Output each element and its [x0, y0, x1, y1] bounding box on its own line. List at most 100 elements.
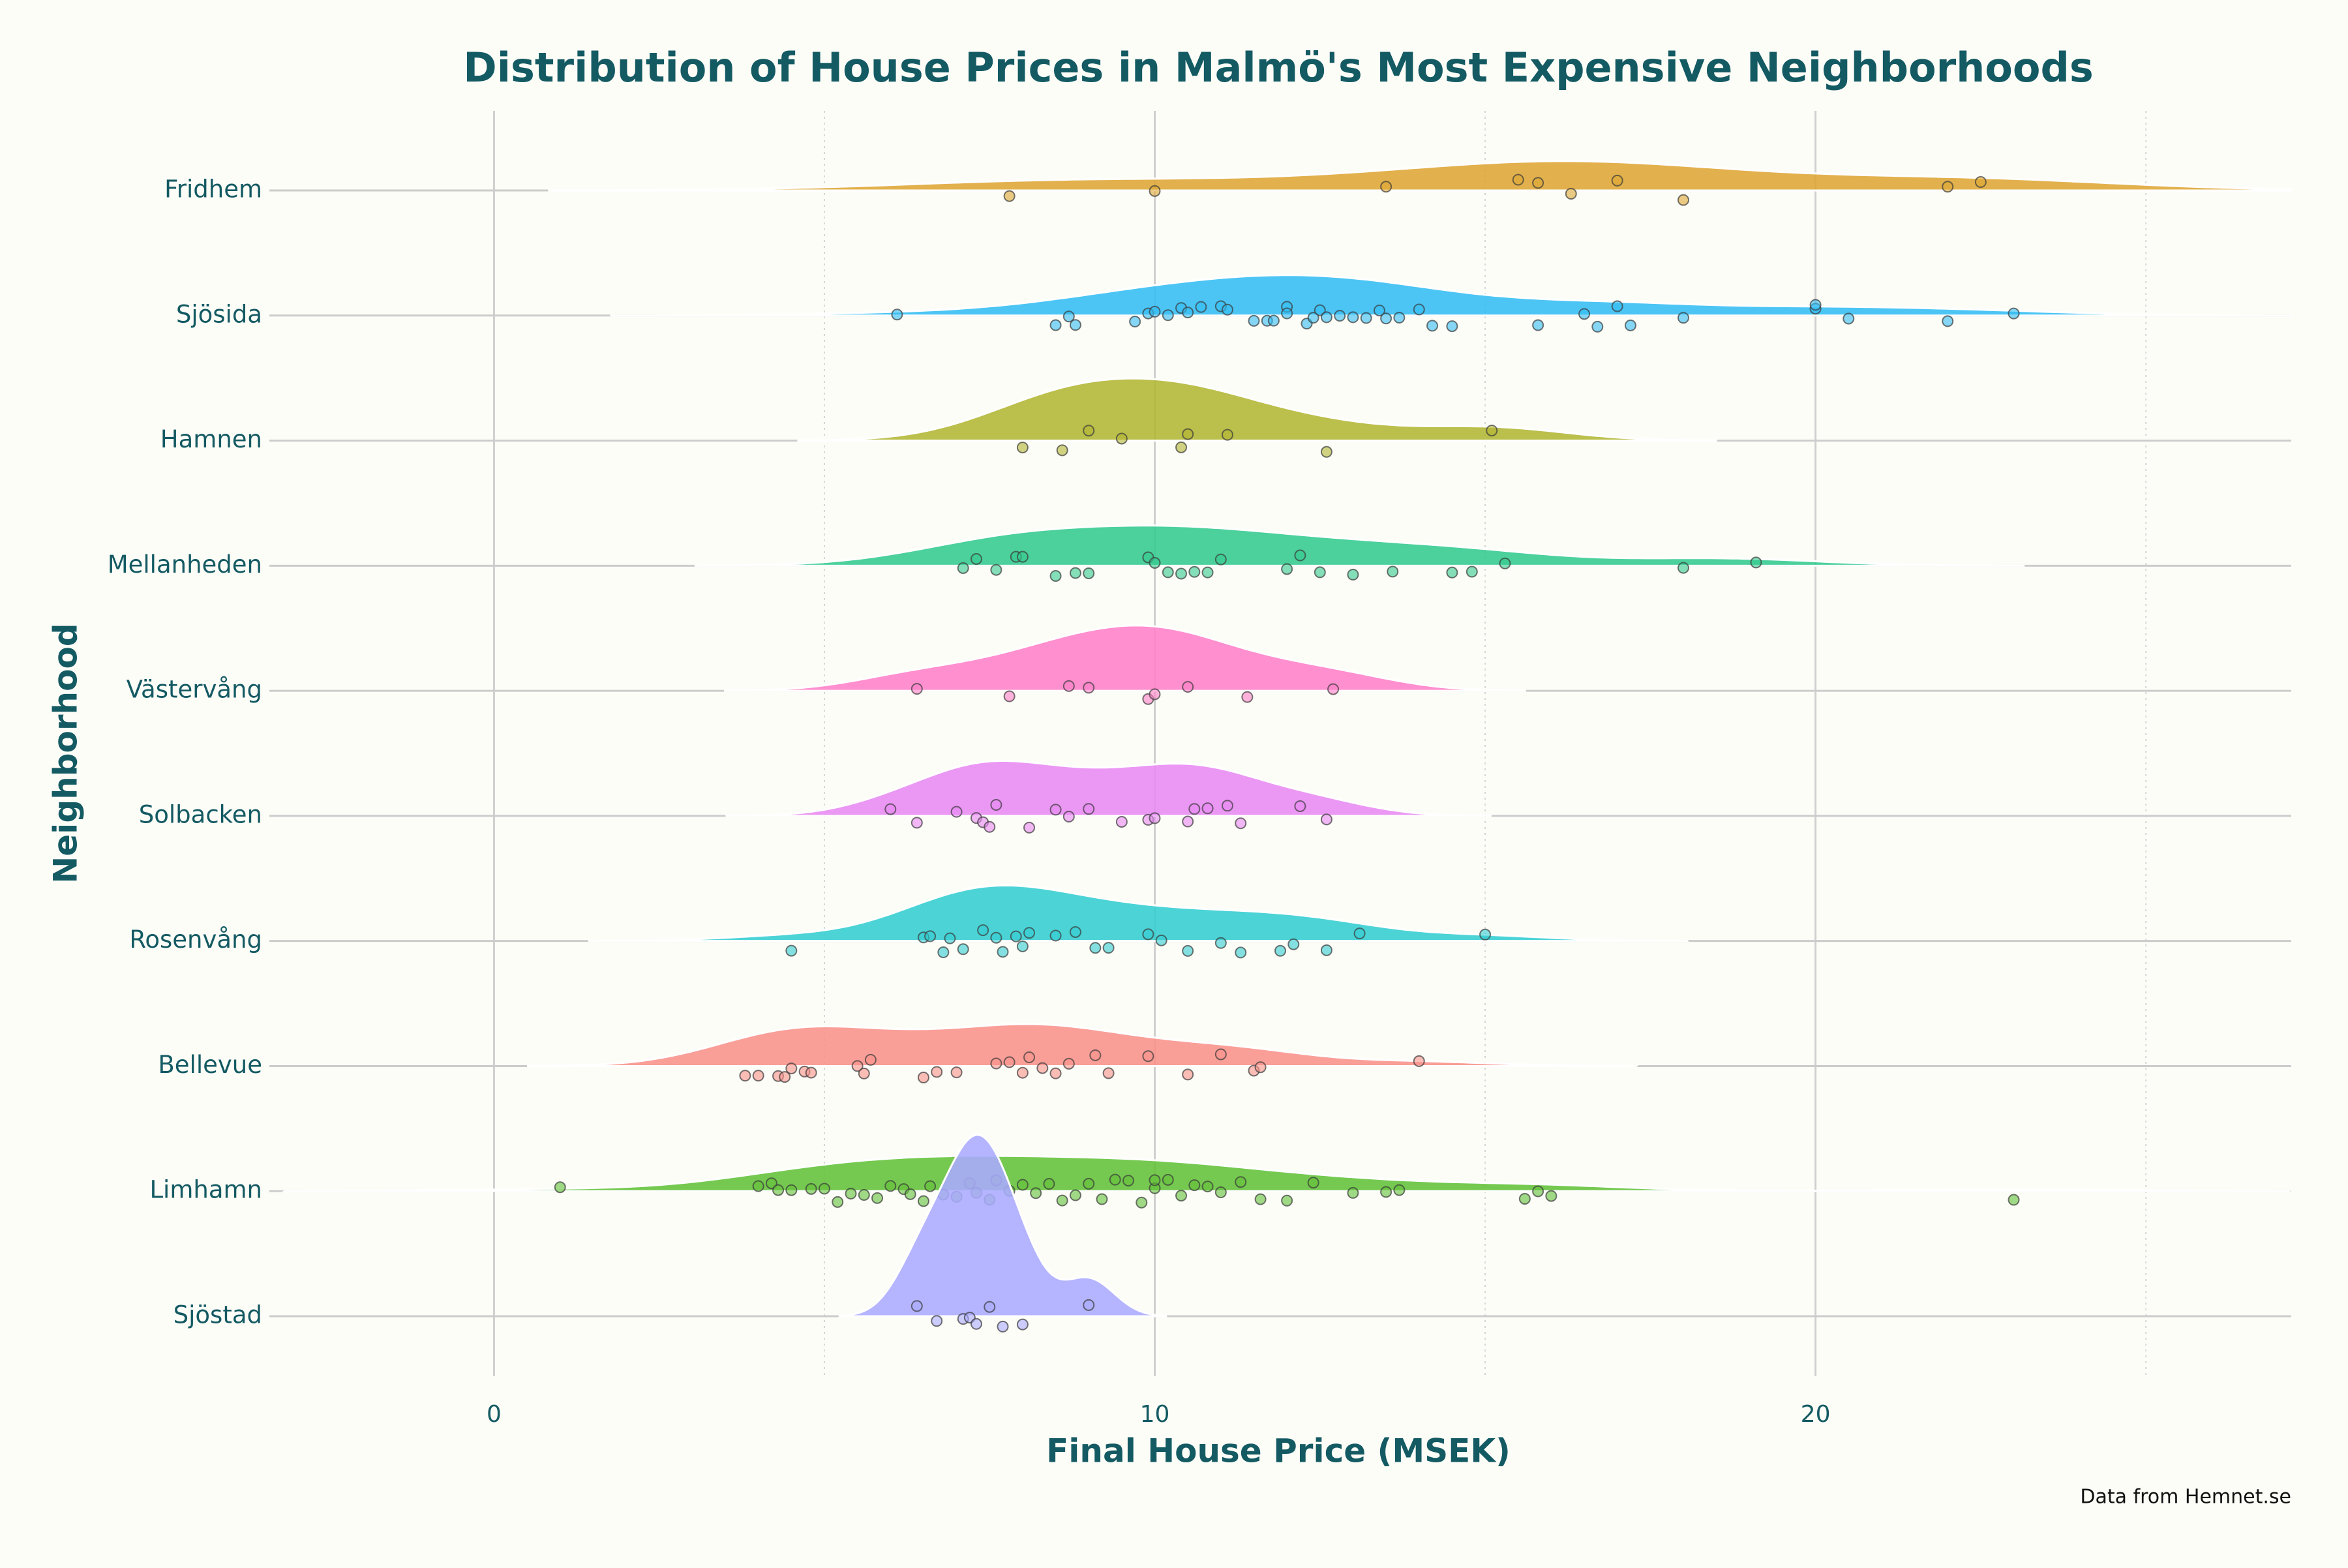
data-point	[785, 1184, 798, 1196]
y-tick-label: Limhamn	[149, 1176, 262, 1204]
data-point	[1195, 301, 1207, 313]
data-point	[1446, 320, 1458, 333]
data-point	[1089, 1049, 1102, 1061]
data-point	[1532, 1185, 1544, 1198]
y-tick-label: Rosenvång	[129, 926, 262, 954]
data-point	[884, 803, 897, 815]
data-point	[1069, 1189, 1081, 1201]
data-point	[1254, 1061, 1267, 1074]
data-point	[1677, 194, 1689, 206]
data-point	[1122, 1175, 1134, 1187]
data-point	[1069, 567, 1081, 579]
data-point	[1214, 1048, 1227, 1061]
x-tick-label: 0	[487, 1401, 502, 1428]
data-point	[858, 1067, 870, 1079]
data-point	[1320, 445, 1332, 458]
data-point	[1267, 314, 1280, 327]
data-point	[1611, 300, 1623, 312]
data-point	[1083, 1177, 1095, 1190]
data-point	[1182, 681, 1194, 693]
caption: Data from Hemnet.se	[2080, 1486, 2291, 1509]
x-tick-label: 10	[1140, 1401, 1170, 1428]
data-point	[931, 1315, 943, 1327]
data-point	[1611, 174, 1623, 187]
data-point	[1565, 188, 1577, 200]
data-point	[970, 1318, 982, 1330]
data-point	[950, 1066, 963, 1079]
data-point	[891, 309, 903, 321]
data-point	[1049, 569, 1062, 582]
data-point	[851, 1060, 864, 1072]
data-point	[1016, 442, 1029, 454]
data-point	[805, 1066, 817, 1079]
data-point	[1162, 309, 1174, 322]
data-point	[1347, 1186, 1359, 1199]
data-point	[1677, 562, 1689, 574]
data-point	[1016, 1318, 1029, 1331]
data-point	[1327, 683, 1340, 695]
data-point	[1003, 690, 1016, 702]
data-point	[779, 1071, 791, 1083]
data-point	[1387, 565, 1399, 578]
data-point	[911, 1300, 923, 1312]
data-point	[1248, 314, 1260, 327]
data-point	[1380, 312, 1392, 325]
data-point	[1287, 938, 1300, 950]
data-point	[2008, 307, 2020, 320]
data-point	[1142, 928, 1154, 941]
data-point	[1254, 1193, 1267, 1205]
data-point	[1532, 319, 1544, 331]
data-point	[990, 564, 1002, 576]
data-point	[990, 931, 1002, 944]
data-point	[1320, 813, 1332, 826]
y-tick-label: Solbacken	[139, 800, 262, 828]
data-point	[1115, 815, 1128, 828]
data-point	[1023, 927, 1036, 939]
data-point	[1188, 803, 1201, 815]
data-point	[1149, 185, 1161, 197]
data-point	[1413, 1055, 1425, 1067]
data-point	[1486, 425, 1498, 437]
data-point	[1281, 1194, 1293, 1207]
data-point	[1083, 425, 1095, 437]
data-point	[1314, 304, 1326, 316]
data-point	[1155, 934, 1167, 946]
data-point	[1294, 549, 1306, 562]
data-point	[1102, 1067, 1115, 1079]
data-point	[957, 943, 969, 956]
data-point	[1188, 565, 1201, 578]
data-point	[997, 946, 1009, 958]
data-point	[1413, 303, 1425, 316]
data-point	[1201, 802, 1214, 815]
data-point	[1162, 566, 1174, 579]
y-tick-label: Hamnen	[160, 425, 262, 453]
data-point	[1281, 563, 1293, 575]
data-point	[1281, 307, 1293, 320]
data-point	[1677, 312, 1689, 324]
ridge	[797, 377, 1717, 442]
data-point	[864, 1053, 877, 1066]
data-point	[1036, 1062, 1049, 1074]
y-tick-label: Västervång	[127, 676, 262, 704]
y-tick-label: Sjösida	[176, 300, 262, 328]
data-point	[832, 1196, 844, 1208]
y-tick-label: Mellanheden	[108, 550, 262, 579]
data-point	[1274, 944, 1286, 957]
ridge	[548, 160, 2293, 192]
data-point	[1149, 812, 1161, 824]
data-point	[1334, 310, 1346, 322]
data-point	[1320, 311, 1332, 324]
data-point	[805, 1183, 817, 1195]
data-point	[1307, 1177, 1319, 1189]
data-point	[785, 1063, 798, 1075]
data-point	[1083, 567, 1095, 579]
data-point	[1175, 441, 1188, 453]
data-point	[1221, 303, 1233, 316]
data-point	[1129, 316, 1141, 328]
data-point	[1102, 942, 1115, 954]
data-point	[752, 1070, 764, 1082]
data-point	[1221, 429, 1233, 441]
data-point	[1235, 1176, 1247, 1188]
data-point	[1003, 1056, 1016, 1068]
